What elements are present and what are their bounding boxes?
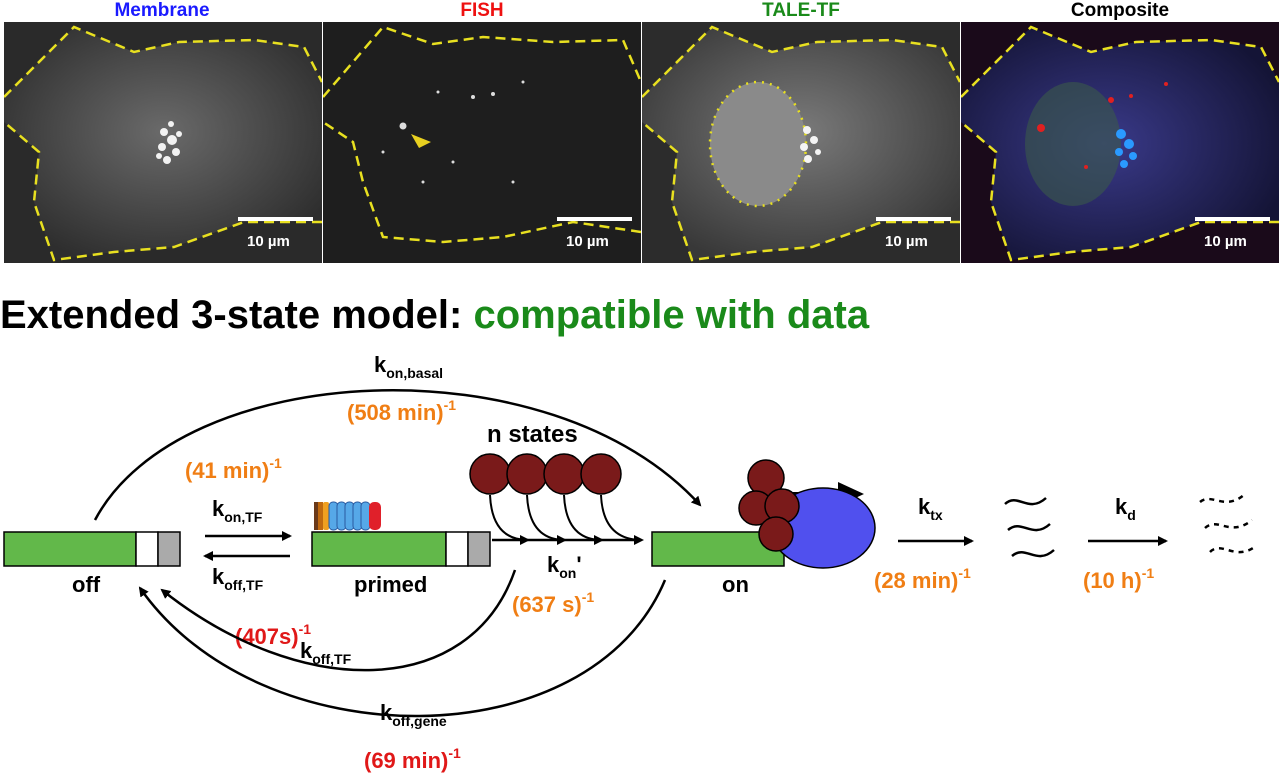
panel-title-fish: FISH [460,0,504,21]
panel-title-composite: Composite [1070,0,1170,21]
gene-on [651,459,876,569]
ktx-value: (28 min)-1 [874,565,971,593]
kd-label: kd [1115,494,1136,523]
kon-prime-value: (637 s)-1 [512,589,594,617]
n-states-label: n states [487,421,578,448]
degraded-mrna-icon [1199,493,1257,554]
mrna-icon [1004,497,1055,558]
composite-micrograph [961,22,1279,263]
heading-part2: compatible with data [473,293,870,337]
scale-label: 10 µm [247,233,290,250]
tale-tf-protein [314,501,381,531]
kon-tf-value: (41 min)-1 [185,455,282,483]
koff-tf-label: koff,TF [212,564,264,593]
koff-tf-return-label: koff,TF [300,638,352,667]
kon-basal-value: (508 min)-1 [347,397,456,425]
kd-value: (10 h)-1 [1083,565,1154,593]
kon-prime-label: kon' [547,552,582,581]
gene-primed [311,531,491,567]
composite-image-panel: 10 µm [961,22,1279,263]
koff-gene-label: koff,gene [380,700,447,729]
tale-tf-micrograph [642,22,960,263]
ktx-label: ktx [918,494,943,523]
gene-off [3,531,181,567]
intermediate-states [469,453,622,495]
fish-image-panel: 10 µm [323,22,641,263]
panel-title-tale-tf: TALE-TF [762,0,840,21]
panel-title-membrane: Membrane [114,0,210,21]
scale-label: 10 µm [885,233,928,250]
membrane-micrograph [4,22,322,263]
state-primed-label: primed [354,572,427,597]
model-heading: Extended 3-state model: compatible with … [0,293,869,338]
kon-basal-label: kon,basal [374,352,443,381]
membrane-image-panel: 10 µm [4,22,322,263]
scale-label: 10 µm [566,233,609,250]
fish-micrograph [323,22,641,263]
state-off-label: off [72,572,101,597]
heading-part1: Extended 3-state model: [0,293,463,337]
tale-tf-image-panel: 10 µm [642,22,960,263]
kon-basal-arrow [93,389,702,521]
state-on-label: on [722,572,749,597]
koff-gene-value: (69 min)-1 [364,745,461,773]
state-model-diagram: kon,basal (508 min)-1 (41 min)-1 off kon… [3,352,1257,773]
koff-gene-arrow [138,579,667,718]
koff-tf-return-arrow [160,569,517,672]
scale-label: 10 µm [1204,233,1247,250]
koff-tf-value: (407s)-1 [235,621,311,649]
kon-tf-label: kon,TF [212,496,263,525]
